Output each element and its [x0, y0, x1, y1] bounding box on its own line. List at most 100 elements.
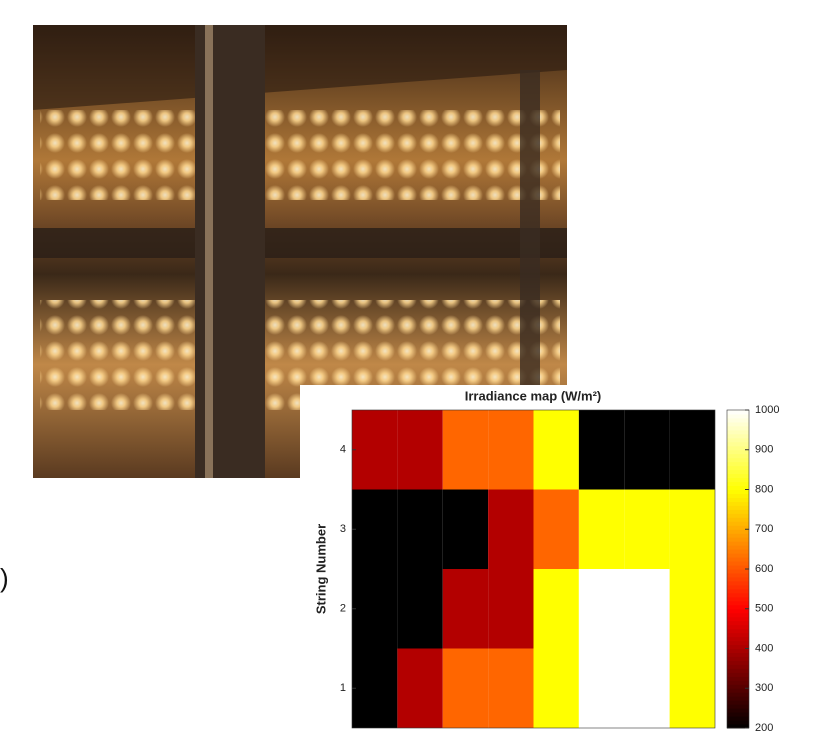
colorbar-slice [727, 549, 749, 553]
colorbar-tick-label: 300 [755, 682, 773, 694]
heatmap-cell [534, 410, 579, 490]
colorbar-tick-label: 600 [755, 563, 773, 575]
heatmap-cell [397, 490, 442, 570]
colorbar-slice [727, 501, 749, 505]
colorbar-slice [727, 430, 749, 434]
colorbar-slice [727, 589, 749, 593]
colorbar-slice [727, 664, 749, 668]
heatmap-cell [670, 410, 715, 490]
colorbar-slice [727, 660, 749, 664]
colorbar-slice [727, 553, 749, 557]
cropped-text: ) [0, 563, 9, 593]
colorbar-slice [727, 497, 749, 501]
colorbar-slice [727, 442, 749, 446]
colorbar-tick-label: 200 [755, 722, 773, 734]
colorbar-slice [727, 569, 749, 573]
heatmap-cell [397, 569, 442, 649]
colorbar-slice [727, 533, 749, 537]
colorbar-slice [727, 482, 749, 486]
colorbar-tick-label: 800 [755, 483, 773, 495]
heatmap-cell [488, 649, 533, 729]
colorbar-slice [727, 450, 749, 454]
heatmap-cell [352, 410, 397, 490]
colorbar-slice [727, 649, 749, 653]
colorbar-slice [727, 593, 749, 597]
colorbar-tick-label: 500 [755, 603, 773, 615]
y-tick-label: 1 [340, 682, 346, 694]
heatmap-cell [624, 569, 669, 649]
colorbar-slice [727, 672, 749, 676]
colorbar-slice [727, 422, 749, 426]
heatmap-cell [397, 410, 442, 490]
y-tick-label: 3 [340, 523, 346, 535]
heatmap-cell [443, 490, 488, 570]
colorbar-slice [727, 609, 749, 613]
colorbar-slice [727, 688, 749, 692]
chart: ) Irradiance map (W/m²) String Number 1 2… [0, 0, 828, 735]
colorbar-slice [727, 454, 749, 458]
page: ) Irradiance map (W/m²) String Number 1 2… [0, 0, 828, 735]
heatmap-cell [397, 649, 442, 729]
colorbar-slice [727, 617, 749, 621]
colorbar-slice [727, 652, 749, 656]
colorbar-slice [727, 577, 749, 581]
heatmap-cell [624, 410, 669, 490]
colorbar-slice [727, 505, 749, 509]
colorbar-slice [727, 597, 749, 601]
heatmap-cell [579, 569, 624, 649]
heatmap-cell [488, 490, 533, 570]
y-tick-label: 2 [340, 603, 346, 615]
colorbar-slice [727, 529, 749, 533]
colorbar-slice [727, 585, 749, 589]
heatmap-cell [534, 649, 579, 729]
colorbar-slice [727, 629, 749, 633]
colorbar-slice [727, 621, 749, 625]
chart-title: Irradiance map (W/m²) [465, 388, 602, 403]
colorbar-slice [727, 712, 749, 716]
colorbar-slice [727, 601, 749, 605]
colorbar-slice [727, 490, 749, 494]
heatmap-cell [534, 569, 579, 649]
colorbar-slice [727, 676, 749, 680]
colorbar-slice [727, 613, 749, 617]
colorbar-slice [727, 633, 749, 637]
heatmap-cell [579, 649, 624, 729]
colorbar-slice [727, 493, 749, 497]
colorbar-slice [727, 692, 749, 696]
colorbar-slice [727, 418, 749, 422]
colorbar-slice [727, 573, 749, 577]
colorbar-slice [727, 513, 749, 517]
colorbar-slice [727, 509, 749, 513]
colorbar-slice [727, 474, 749, 478]
colorbar-slice [727, 625, 749, 629]
colorbar-slice [727, 561, 749, 565]
colorbar-slice [727, 704, 749, 708]
colorbar-slice [727, 656, 749, 660]
colorbar-slice [727, 462, 749, 466]
heatmap-cell [670, 569, 715, 649]
colorbar-slice [727, 470, 749, 474]
colorbar-slice [727, 521, 749, 525]
heatmap-cell [670, 490, 715, 570]
colorbar-slice [727, 466, 749, 470]
colorbar-slice [727, 517, 749, 521]
colorbar-slice [727, 668, 749, 672]
colorbar-tick-label: 700 [755, 523, 773, 535]
colorbar-slice [727, 426, 749, 430]
colorbar-slice [727, 458, 749, 462]
colorbar-slice [727, 414, 749, 418]
y-tick-label: 4 [340, 444, 346, 456]
heatmap-cell [488, 569, 533, 649]
heatmap-cell [488, 410, 533, 490]
y-axis-label: String Number [313, 524, 328, 614]
colorbar-slice [727, 637, 749, 641]
heatmap-cell [443, 569, 488, 649]
heatmap-cell [443, 649, 488, 729]
colorbar-slice [727, 581, 749, 585]
heatmap-cell [352, 490, 397, 570]
heatmap-cell [670, 649, 715, 729]
heatmap-cell [352, 569, 397, 649]
colorbar-slice [727, 410, 749, 414]
colorbar-slice [727, 680, 749, 684]
heatmap-cell [352, 649, 397, 729]
